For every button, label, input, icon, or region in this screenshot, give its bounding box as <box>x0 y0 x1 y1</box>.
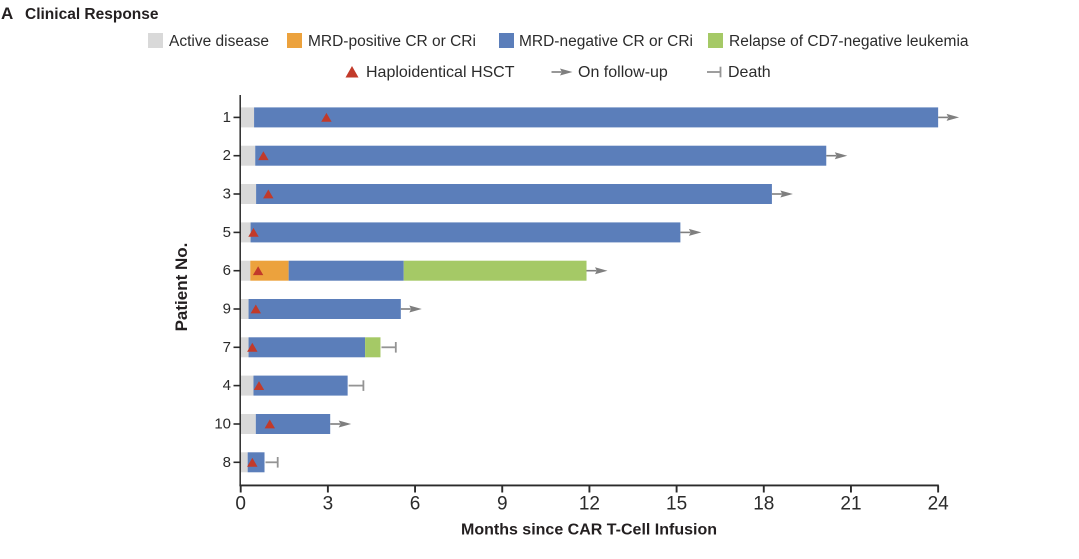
svg-text:6: 6 <box>410 493 421 514</box>
svg-text:9: 9 <box>497 493 508 514</box>
svg-text:Clinical Response: Clinical Response <box>25 6 159 23</box>
svg-text:A: A <box>1 4 13 23</box>
svg-text:Death: Death <box>728 64 771 81</box>
svg-text:1: 1 <box>223 109 231 126</box>
svg-text:MRD-positive CR or CRi: MRD-positive CR or CRi <box>308 33 476 50</box>
svg-text:Active disease: Active disease <box>169 33 269 50</box>
svg-text:2: 2 <box>223 147 231 164</box>
svg-text:24: 24 <box>928 493 950 514</box>
svg-text:10: 10 <box>214 416 231 433</box>
svg-text:Haploidentical HSCT: Haploidentical HSCT <box>366 64 515 81</box>
svg-text:3: 3 <box>323 493 334 514</box>
svg-text:On follow-up: On follow-up <box>578 64 668 81</box>
svg-text:0: 0 <box>235 493 246 514</box>
svg-text:18: 18 <box>753 493 774 514</box>
svg-text:21: 21 <box>840 493 861 514</box>
svg-text:MRD-negative CR or CRi: MRD-negative CR or CRi <box>519 33 693 50</box>
svg-text:15: 15 <box>666 493 687 514</box>
svg-text:7: 7 <box>223 339 231 356</box>
svg-text:6: 6 <box>223 262 231 279</box>
svg-text:4: 4 <box>223 377 231 394</box>
svg-text:Patient No.: Patient No. <box>172 243 191 332</box>
svg-text:5: 5 <box>223 224 231 241</box>
svg-text:Relapse of CD7-negative leukem: Relapse of CD7-negative leukemia <box>729 33 969 50</box>
svg-text:Months since CAR T-Cell Infusi: Months since CAR T-Cell Infusion <box>461 522 717 539</box>
svg-text:12: 12 <box>579 493 600 514</box>
svg-text:9: 9 <box>223 301 231 318</box>
svg-text:8: 8 <box>223 454 231 471</box>
svg-text:3: 3 <box>223 186 231 203</box>
